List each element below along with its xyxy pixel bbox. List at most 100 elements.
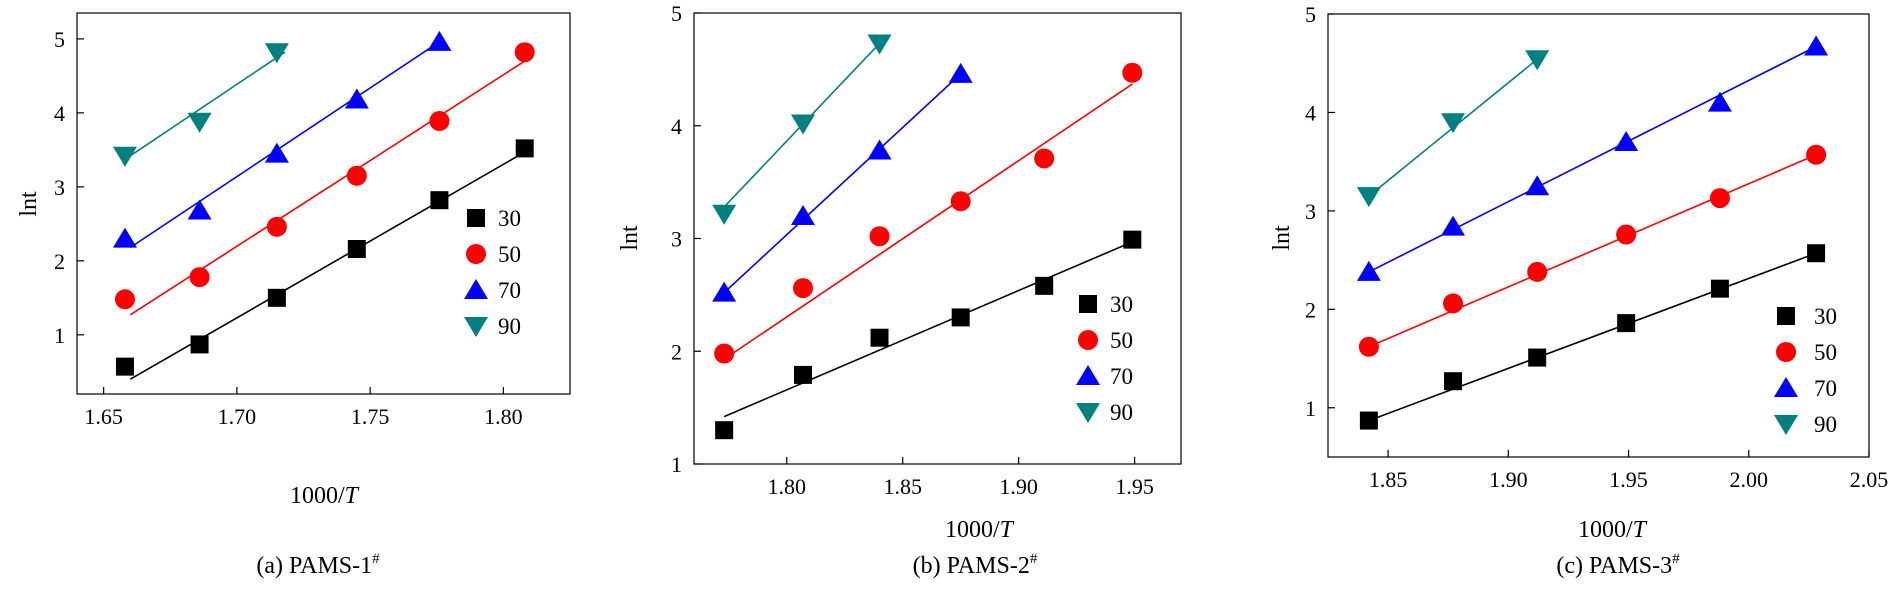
- legend-marker-a-70: [464, 279, 488, 299]
- y-tick-label-c-1: 2: [1305, 297, 1316, 322]
- chart-panel-b: 1.80 1.85 1.90 1.95 1 2 3 4 5 30 50 70 90 lnt 1000/…: [617, 1, 1182, 579]
- panel-caption-a: (a) PAMS-1#: [256, 551, 380, 579]
- point-b-70-2: [867, 139, 892, 160]
- point-b-50-0: [714, 343, 735, 364]
- point-a-50-2: [266, 216, 287, 237]
- y-tick-label-b-0: 1: [671, 452, 682, 477]
- x-tick-label-a-2: 1.75: [351, 404, 390, 429]
- point-a-70-4: [427, 30, 452, 51]
- x-axis-label-italic-b: T: [1000, 517, 1015, 543]
- legend-marker-b-70: [1076, 365, 1100, 385]
- point-c-70-4: [1707, 91, 1732, 112]
- point-b-30-5: [1123, 230, 1142, 249]
- fit-line-c-50: [1368, 154, 1817, 348]
- x-tick-label-a-3: 1.80: [484, 404, 523, 429]
- x-tick-label-b-0: 1.80: [768, 474, 807, 499]
- point-b-50-1: [792, 278, 813, 299]
- point-c-30-1: [1444, 372, 1463, 391]
- point-b-30-0: [715, 421, 734, 440]
- legend-label-c-70: 70: [1814, 376, 1837, 401]
- legend-label-a-50: 50: [498, 242, 521, 267]
- legend-marker-a-30: [467, 209, 485, 227]
- legend-marker-c-50: [1776, 342, 1796, 362]
- point-c-70-1: [1441, 215, 1466, 236]
- point-a-90-1: [187, 112, 212, 133]
- point-b-30-2: [870, 328, 889, 347]
- x-axis-label-a: 1000/T: [290, 483, 360, 509]
- y-axis-label-a: lnt: [16, 191, 42, 217]
- point-b-70-3: [948, 62, 973, 83]
- point-c-50-2: [1527, 261, 1548, 282]
- y-tick-label-b-4: 5: [671, 1, 682, 26]
- axis-ticks-c: 1.85 1.90 1.95 2.00 2.05 1 2 3 4 5: [1305, 2, 1888, 492]
- x-axis-label-b: 1000/T: [945, 517, 1015, 543]
- y-tick-label-a-2: 3: [54, 175, 65, 200]
- point-c-90-0: [1356, 187, 1381, 208]
- fit-line-b-30: [723, 241, 1133, 418]
- point-c-70-2: [1525, 175, 1550, 196]
- legend-label-b-90: 90: [1110, 400, 1133, 425]
- point-a-50-1: [189, 267, 210, 288]
- x-tick-label-b-2: 1.90: [999, 474, 1038, 499]
- y-tick-label-a-4: 5: [54, 27, 65, 52]
- legend-b: 30 50 70 90: [1076, 292, 1133, 425]
- y-tick-label-b-2: 3: [671, 227, 682, 252]
- point-c-50-0: [1358, 336, 1379, 357]
- fit-line-b-50: [723, 83, 1133, 360]
- fit-line-c-30: [1368, 252, 1817, 422]
- point-a-50-3: [346, 165, 367, 186]
- point-a-50-0: [114, 289, 135, 310]
- y-tick-label-b-1: 2: [671, 339, 682, 364]
- legend-label-c-30: 30: [1814, 304, 1837, 329]
- legend-label-c-90: 90: [1814, 412, 1837, 437]
- point-a-30-0: [115, 357, 134, 376]
- point-b-50-5: [1122, 62, 1143, 83]
- y-tick-label-c-3: 4: [1305, 100, 1316, 125]
- x-axis-label-c: 1000/T: [1578, 517, 1648, 543]
- panel-caption-main-b: (b) PAMS-2: [913, 553, 1030, 579]
- point-c-50-3: [1616, 224, 1637, 245]
- axis-ticks-b: 1.80 1.85 1.90 1.95 1 2 3 4 5: [671, 1, 1154, 499]
- x-tick-label-c-1: 1.90: [1489, 467, 1528, 492]
- y-tick-label-a-1: 2: [54, 249, 65, 274]
- fit-lines-a: [129, 41, 526, 380]
- x-axis-label-main-c: 1000/: [1578, 517, 1633, 543]
- x-axis-label-italic-c: T: [1633, 517, 1648, 543]
- axis-ticks-a: 1.65 1.70 1.75 1.80 1 2 3 4 5: [54, 27, 523, 429]
- legend-marker-c-90: [1774, 415, 1798, 435]
- y-axis-label-c: lnt: [1269, 225, 1295, 251]
- point-a-70-1: [187, 199, 212, 220]
- legend-a: 30 50 70 90: [464, 206, 521, 339]
- point-a-90-2: [264, 43, 289, 64]
- point-a-30-2: [267, 288, 286, 307]
- chart-panel-c: 1.85 1.90 1.95 2.00 2.05 1 2 3 4 5 30 50 70 90 lnt 1…: [1269, 2, 1888, 579]
- x-tick-label-a-0: 1.65: [84, 404, 123, 429]
- legend-c: 30 50 70 90: [1774, 304, 1837, 437]
- plot-frame-c: [1327, 13, 1870, 458]
- point-c-30-3: [1617, 314, 1636, 333]
- point-a-30-5: [515, 139, 534, 158]
- point-c-50-1: [1443, 293, 1464, 314]
- x-tick-label-b-3: 1.95: [1115, 474, 1154, 499]
- point-c-70-5: [1804, 35, 1829, 56]
- legend-marker-c-30: [1777, 307, 1795, 325]
- point-a-50-5: [514, 42, 535, 63]
- point-a-50-4: [429, 111, 450, 132]
- fit-line-a-90: [129, 51, 286, 157]
- fit-line-b-70: [723, 73, 962, 294]
- point-b-70-1: [790, 204, 815, 225]
- legend-marker-b-30: [1079, 295, 1097, 313]
- point-c-30-5: [1807, 244, 1826, 263]
- fit-line-a-70: [129, 41, 440, 249]
- y-tick-label-b-3: 4: [671, 114, 682, 139]
- point-c-70-3: [1614, 130, 1639, 151]
- legend-marker-c-70: [1774, 377, 1798, 397]
- plot-frame-a: [76, 12, 571, 395]
- panel-caption-sup-b: #: [1030, 551, 1038, 567]
- legend-marker-b-90: [1076, 403, 1100, 423]
- point-a-70-0: [112, 227, 137, 248]
- y-tick-label-c-2: 3: [1305, 199, 1316, 224]
- point-b-50-3: [950, 191, 971, 212]
- point-b-50-2: [869, 226, 890, 247]
